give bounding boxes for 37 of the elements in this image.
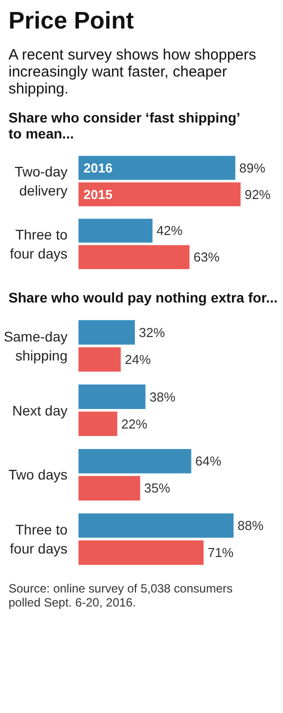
data-label: 35% [144, 480, 171, 496]
series-label: 2015 [84, 186, 112, 202]
source-note: Source: online survey of 5,038 consumers polled Sept. 6-20, 2016. [8, 582, 233, 610]
y-tick-label: Three to four days [10, 521, 68, 557]
bar [78, 513, 234, 538]
y-tick-label: Three to four days [10, 226, 68, 262]
data-label: 24% [124, 352, 152, 367]
bar [78, 384, 146, 410]
data-label: 63% [194, 250, 220, 265]
bar [78, 156, 236, 180]
bar [78, 218, 152, 243]
y-tick-label: Same-day shipping [4, 328, 68, 364]
bar [78, 540, 204, 565]
data-label: 22% [121, 416, 148, 432]
data-label: 64% [195, 454, 222, 469]
data-label: 38% [149, 389, 176, 404]
bar [78, 448, 192, 474]
chart-subtitle: A recent survey shows how shoppers increasingly want faster, cheaper shipping. [8, 46, 256, 98]
chart-title: Price Point [8, 8, 134, 34]
y-tick-label: Next day [12, 402, 68, 418]
y-tick-label: Two-day delivery [14, 163, 68, 199]
bar [78, 245, 190, 270]
data-label: 32% [138, 324, 166, 340]
y-tick-label: Two days [8, 466, 68, 483]
bar [78, 347, 121, 372]
data-label: 89% [239, 160, 266, 176]
series-label: 2016 [84, 160, 112, 176]
data-label: 71% [208, 545, 234, 560]
data-label: 42% [156, 223, 183, 238]
text: Share who consider ‘fast shipping’ to mean... [8, 110, 240, 142]
chart-title: Share who would pay nothing extra for... [8, 290, 278, 306]
bar [78, 476, 140, 500]
bar [78, 320, 135, 345]
data-label: 92% [244, 186, 272, 202]
data-label: 88% [238, 518, 264, 534]
bar [78, 182, 241, 206]
bar [78, 412, 118, 436]
